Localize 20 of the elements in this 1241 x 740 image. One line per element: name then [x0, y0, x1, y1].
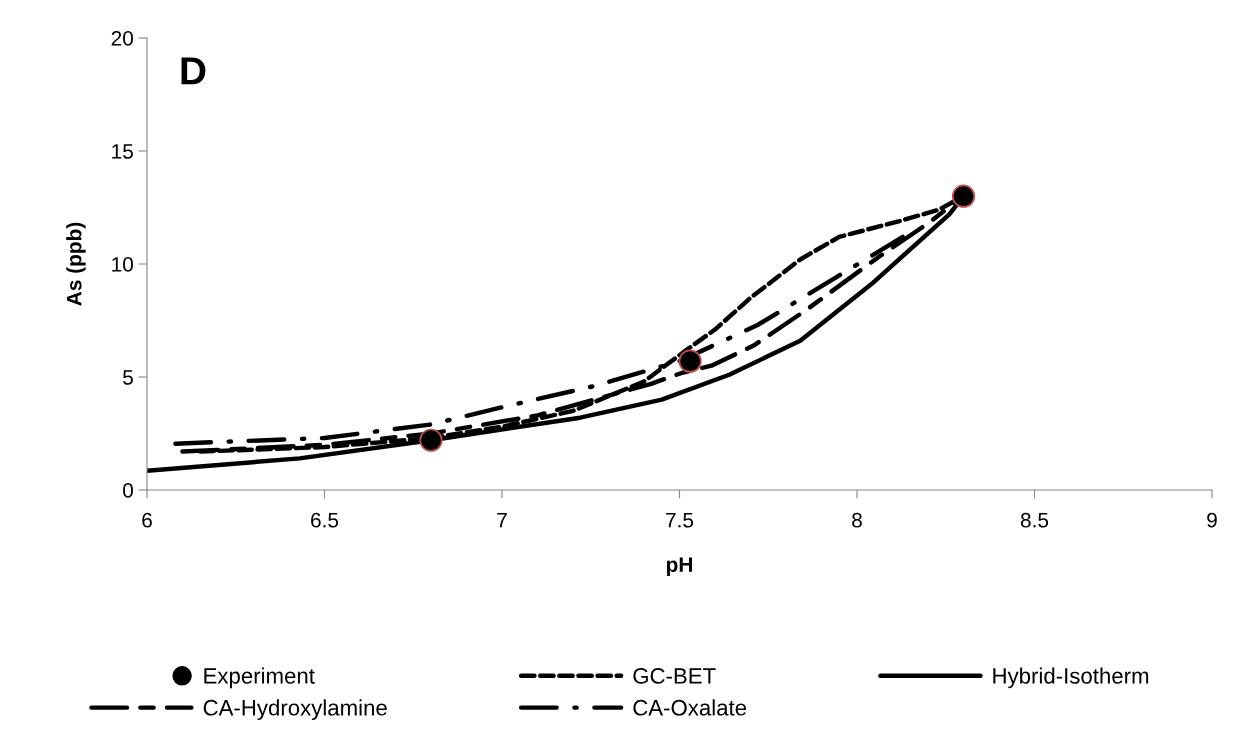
legend-label: GC-BET: [633, 668, 716, 684]
legend-label: CA-Oxalate: [633, 699, 747, 716]
y-tick-label: 20: [111, 31, 133, 46]
x-tick-label: 8: [852, 512, 862, 528]
x-tick-label: 7: [497, 512, 507, 528]
x-tick-label: 6.5: [311, 512, 339, 528]
legend-label: Hybrid-Isotherm: [993, 667, 1149, 689]
y-tick-label: 5: [123, 370, 133, 385]
x-tick-label: 6: [142, 512, 152, 528]
y-tick-label: 0: [123, 483, 133, 498]
y-axis-title: As (ppb): [66, 222, 86, 306]
x-axis-title: pH: [666, 557, 692, 577]
legend-label: CA-Hydroxylamine: [203, 699, 387, 720]
x-tick-label: 8.5: [1020, 512, 1049, 528]
annotation: D: [181, 57, 206, 85]
y-tick-label: 15: [112, 144, 133, 159]
x-tick-label: 7.5: [666, 512, 694, 528]
legend-label: Experiment: [204, 667, 315, 689]
x-tick-label: 9: [1207, 512, 1217, 528]
y-tick-label: 10: [112, 257, 133, 272]
